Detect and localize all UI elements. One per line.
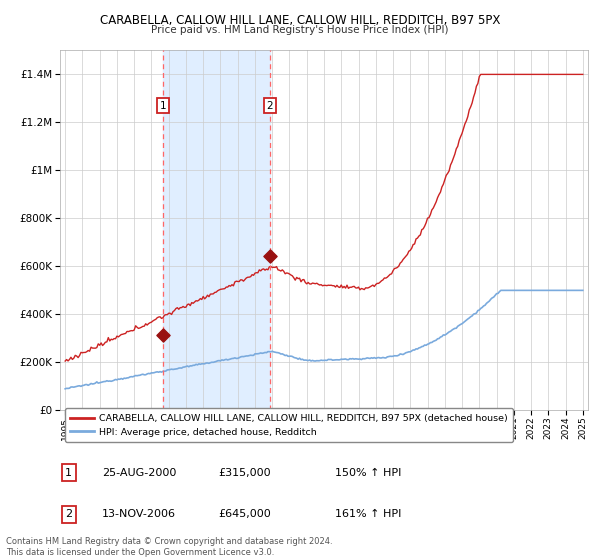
Text: 25-AUG-2000: 25-AUG-2000 [102,468,176,478]
Text: £645,000: £645,000 [218,509,271,519]
Text: 1: 1 [160,101,166,110]
Point [265,251,275,260]
Legend: CARABELLA, CALLOW HILL LANE, CALLOW HILL, REDDITCH, B97 5PX (detached house), HP: CARABELLA, CALLOW HILL LANE, CALLOW HILL… [65,408,513,442]
Point [158,330,167,339]
Text: CARABELLA, CALLOW HILL LANE, CALLOW HILL, REDDITCH, B97 5PX: CARABELLA, CALLOW HILL LANE, CALLOW HILL… [100,14,500,27]
Text: £315,000: £315,000 [218,468,271,478]
Bar [163,50,270,410]
Text: This data is licensed under the Open Government Licence v3.0.: This data is licensed under the Open Gov… [6,548,274,557]
Text: 150% ↑ HPI: 150% ↑ HPI [335,468,401,478]
Text: Contains HM Land Registry data © Crown copyright and database right 2024.: Contains HM Land Registry data © Crown c… [6,537,332,546]
Text: 13-NOV-2006: 13-NOV-2006 [102,509,176,519]
Text: 2: 2 [266,101,274,110]
Text: 161% ↑ HPI: 161% ↑ HPI [335,509,401,519]
Text: Price paid vs. HM Land Registry's House Price Index (HPI): Price paid vs. HM Land Registry's House … [151,25,449,35]
Text: 1: 1 [65,468,72,478]
Text: 2: 2 [65,509,73,519]
